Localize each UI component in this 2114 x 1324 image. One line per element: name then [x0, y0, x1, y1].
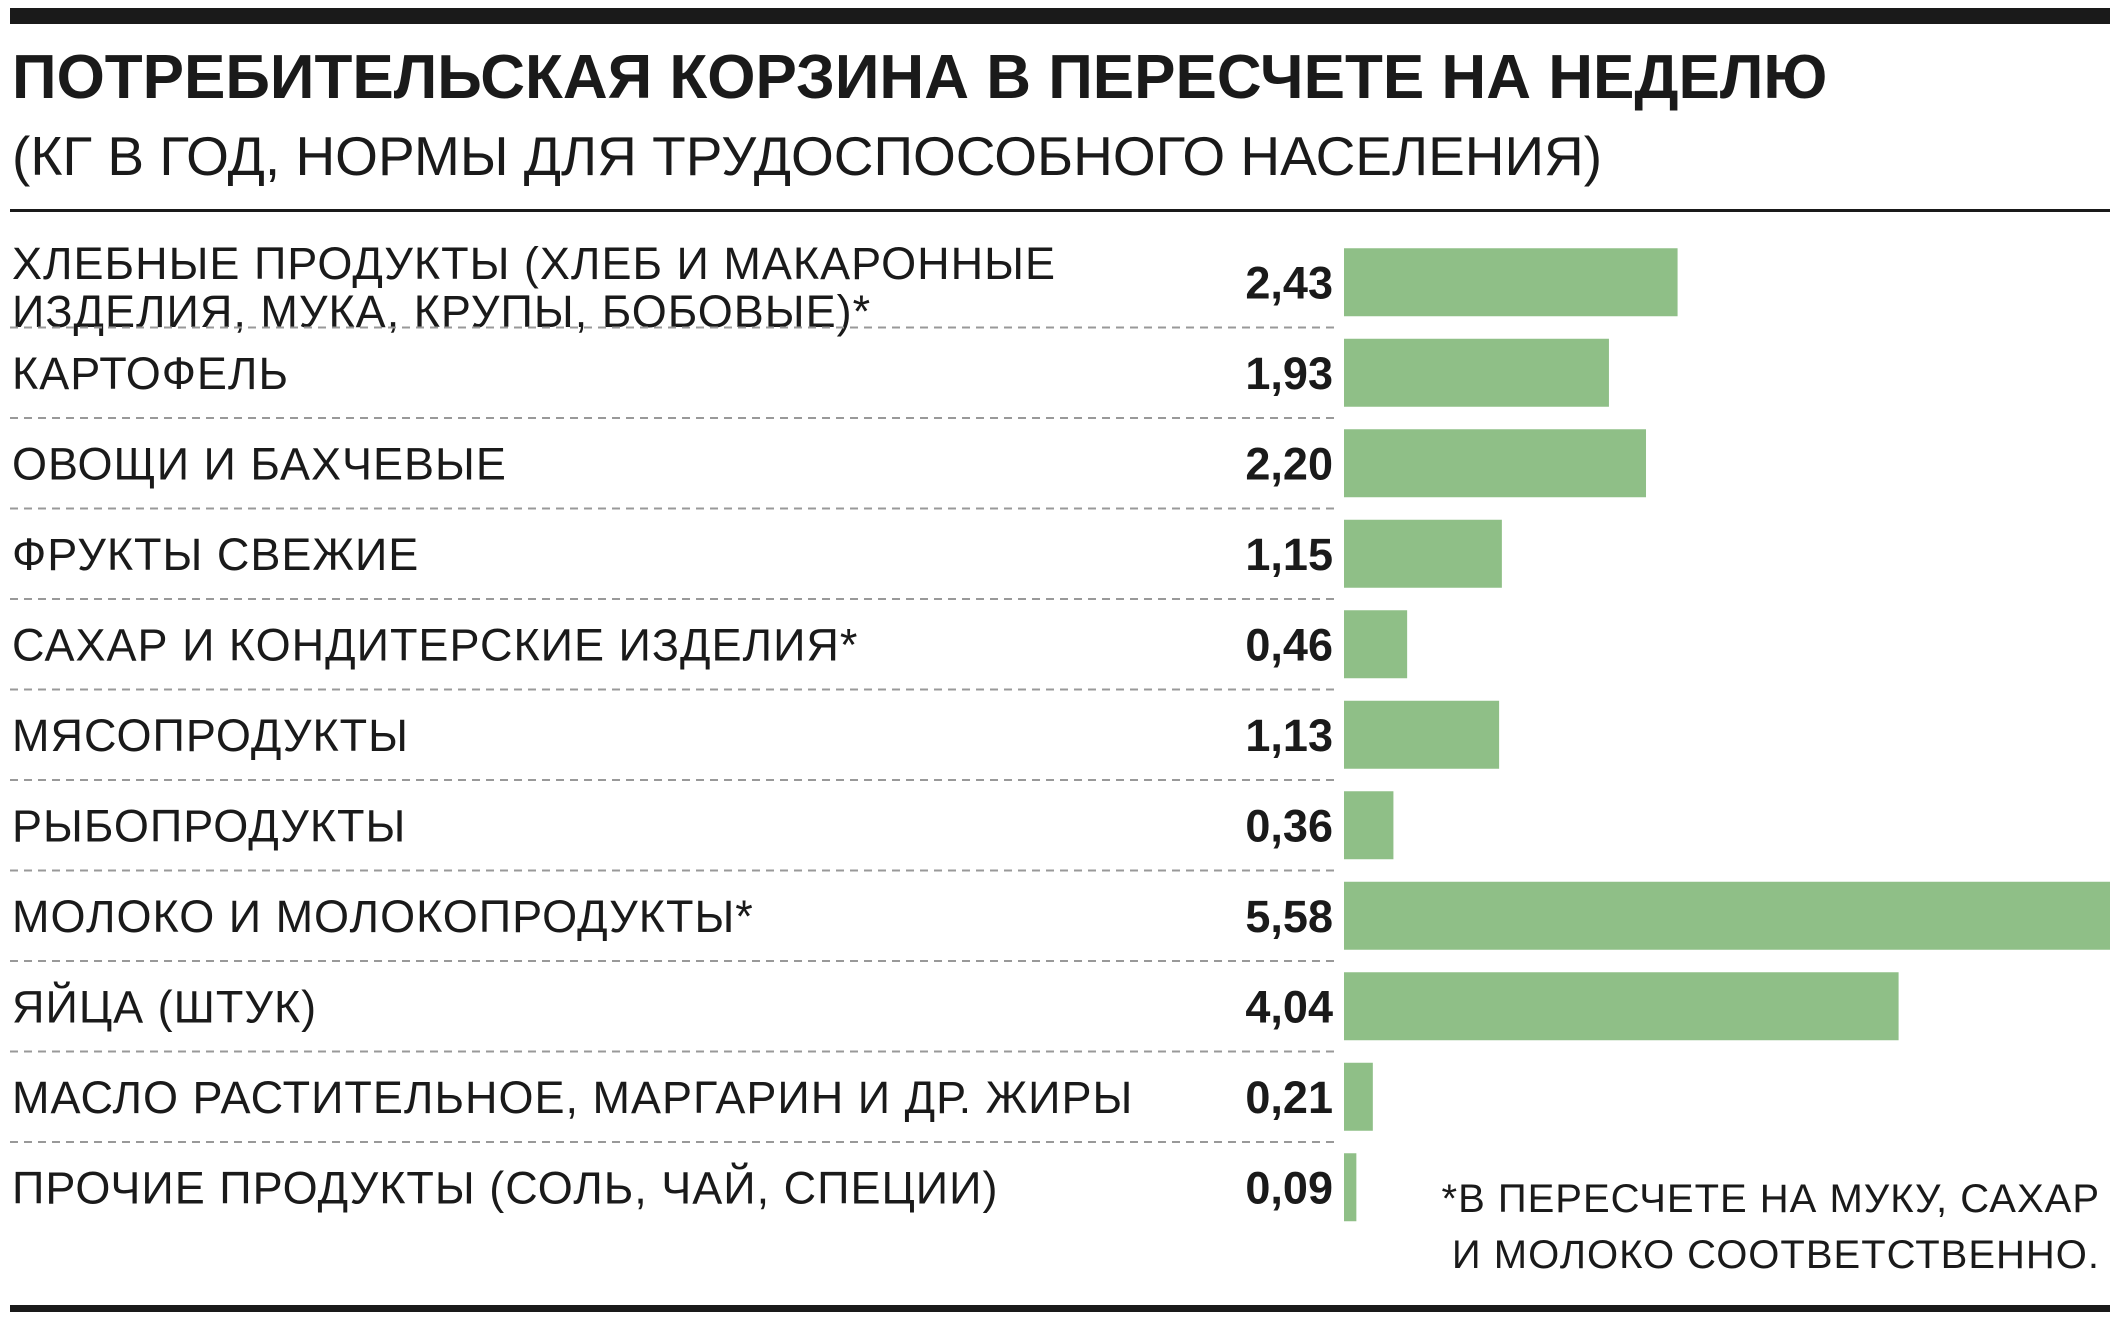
- value-label: 4,04: [1245, 981, 1333, 1032]
- category-label: ФРУКТЫ СВЕЖИЕ: [12, 529, 419, 580]
- category-label: МОЛОКО И МОЛОКОПРОДУКТЫ*: [12, 891, 754, 942]
- category-label: ИЗДЕЛИЯ, МУКА, КРУПЫ, БОБОВЫЕ)*: [12, 286, 871, 337]
- bar: [1344, 338, 1609, 407]
- value-label: 1,93: [1245, 348, 1333, 399]
- category-label: МАСЛО РАСТИТЕЛЬНОЕ, МАРГАРИН И ДР. ЖИРЫ: [12, 1072, 1133, 1123]
- category-label: ОВОЩИ И БАХЧЕВЫЕ: [12, 438, 507, 489]
- bar: [1344, 700, 1500, 769]
- category-label: РЫБОПРОДУКТЫ: [12, 800, 406, 851]
- bottom-rule: [10, 1305, 2110, 1312]
- category-label: МЯСОПРОДУКТЫ: [12, 710, 409, 761]
- value-label: 5,58: [1245, 891, 1333, 942]
- bar: [1344, 248, 1678, 317]
- value-label: 2,43: [1245, 257, 1333, 308]
- bar: [1344, 881, 2110, 950]
- bar: [1344, 791, 1394, 860]
- header-divider: [10, 209, 2110, 212]
- footnote-line-2: И МОЛОКО СООТВЕТСТВЕННО.: [1452, 1233, 2100, 1277]
- chart-subtitle: (КГ В ГОД, НОРМЫ ДЛЯ ТРУДОСПОСОБНОГО НАС…: [12, 125, 1602, 187]
- value-label: 0,36: [1245, 800, 1333, 851]
- category-label: ЯЙЦА (ШТУК): [12, 981, 317, 1032]
- category-label: САХАР И КОНДИТЕРСКИЕ ИЗДЕЛИЯ*: [12, 619, 858, 670]
- bar: [1344, 429, 1647, 498]
- value-label: 2,20: [1245, 438, 1333, 489]
- value-label: 0,46: [1245, 619, 1333, 670]
- value-label: 0,21: [1245, 1072, 1333, 1123]
- category-label: ПРОЧИЕ ПРОДУКТЫ (СОЛЬ, ЧАЙ, СПЕЦИИ): [12, 1162, 998, 1213]
- value-label: 1,13: [1245, 710, 1333, 761]
- footnote-line-1: *В ПЕРЕСЧЕТЕ НА МУКУ, САХАР: [1442, 1177, 2100, 1221]
- category-label: ХЛЕБНЫЕ ПРОДУКТЫ (ХЛЕБ И МАКАРОННЫЕ: [12, 238, 1056, 289]
- top-rule: [10, 8, 2110, 24]
- bar: [1344, 519, 1502, 588]
- value-label: 1,15: [1245, 529, 1333, 580]
- bar: [1344, 972, 1899, 1041]
- chart-rows: ХЛЕБНЫЕ ПРОДУКТЫ (ХЛЕБ И МАКАРОННЫЕИЗДЕЛ…: [10, 238, 2110, 1222]
- bar: [1344, 1153, 1357, 1222]
- bar: [1344, 610, 1408, 679]
- category-label: КАРТОФЕЛЬ: [12, 348, 289, 399]
- bar: [1344, 1062, 1373, 1131]
- chart-title: ПОТРЕБИТЕЛЬСКАЯ КОРЗИНА В ПЕРЕСЧЕТЕ НА Н…: [12, 43, 1827, 112]
- value-label: 0,09: [1245, 1162, 1333, 1213]
